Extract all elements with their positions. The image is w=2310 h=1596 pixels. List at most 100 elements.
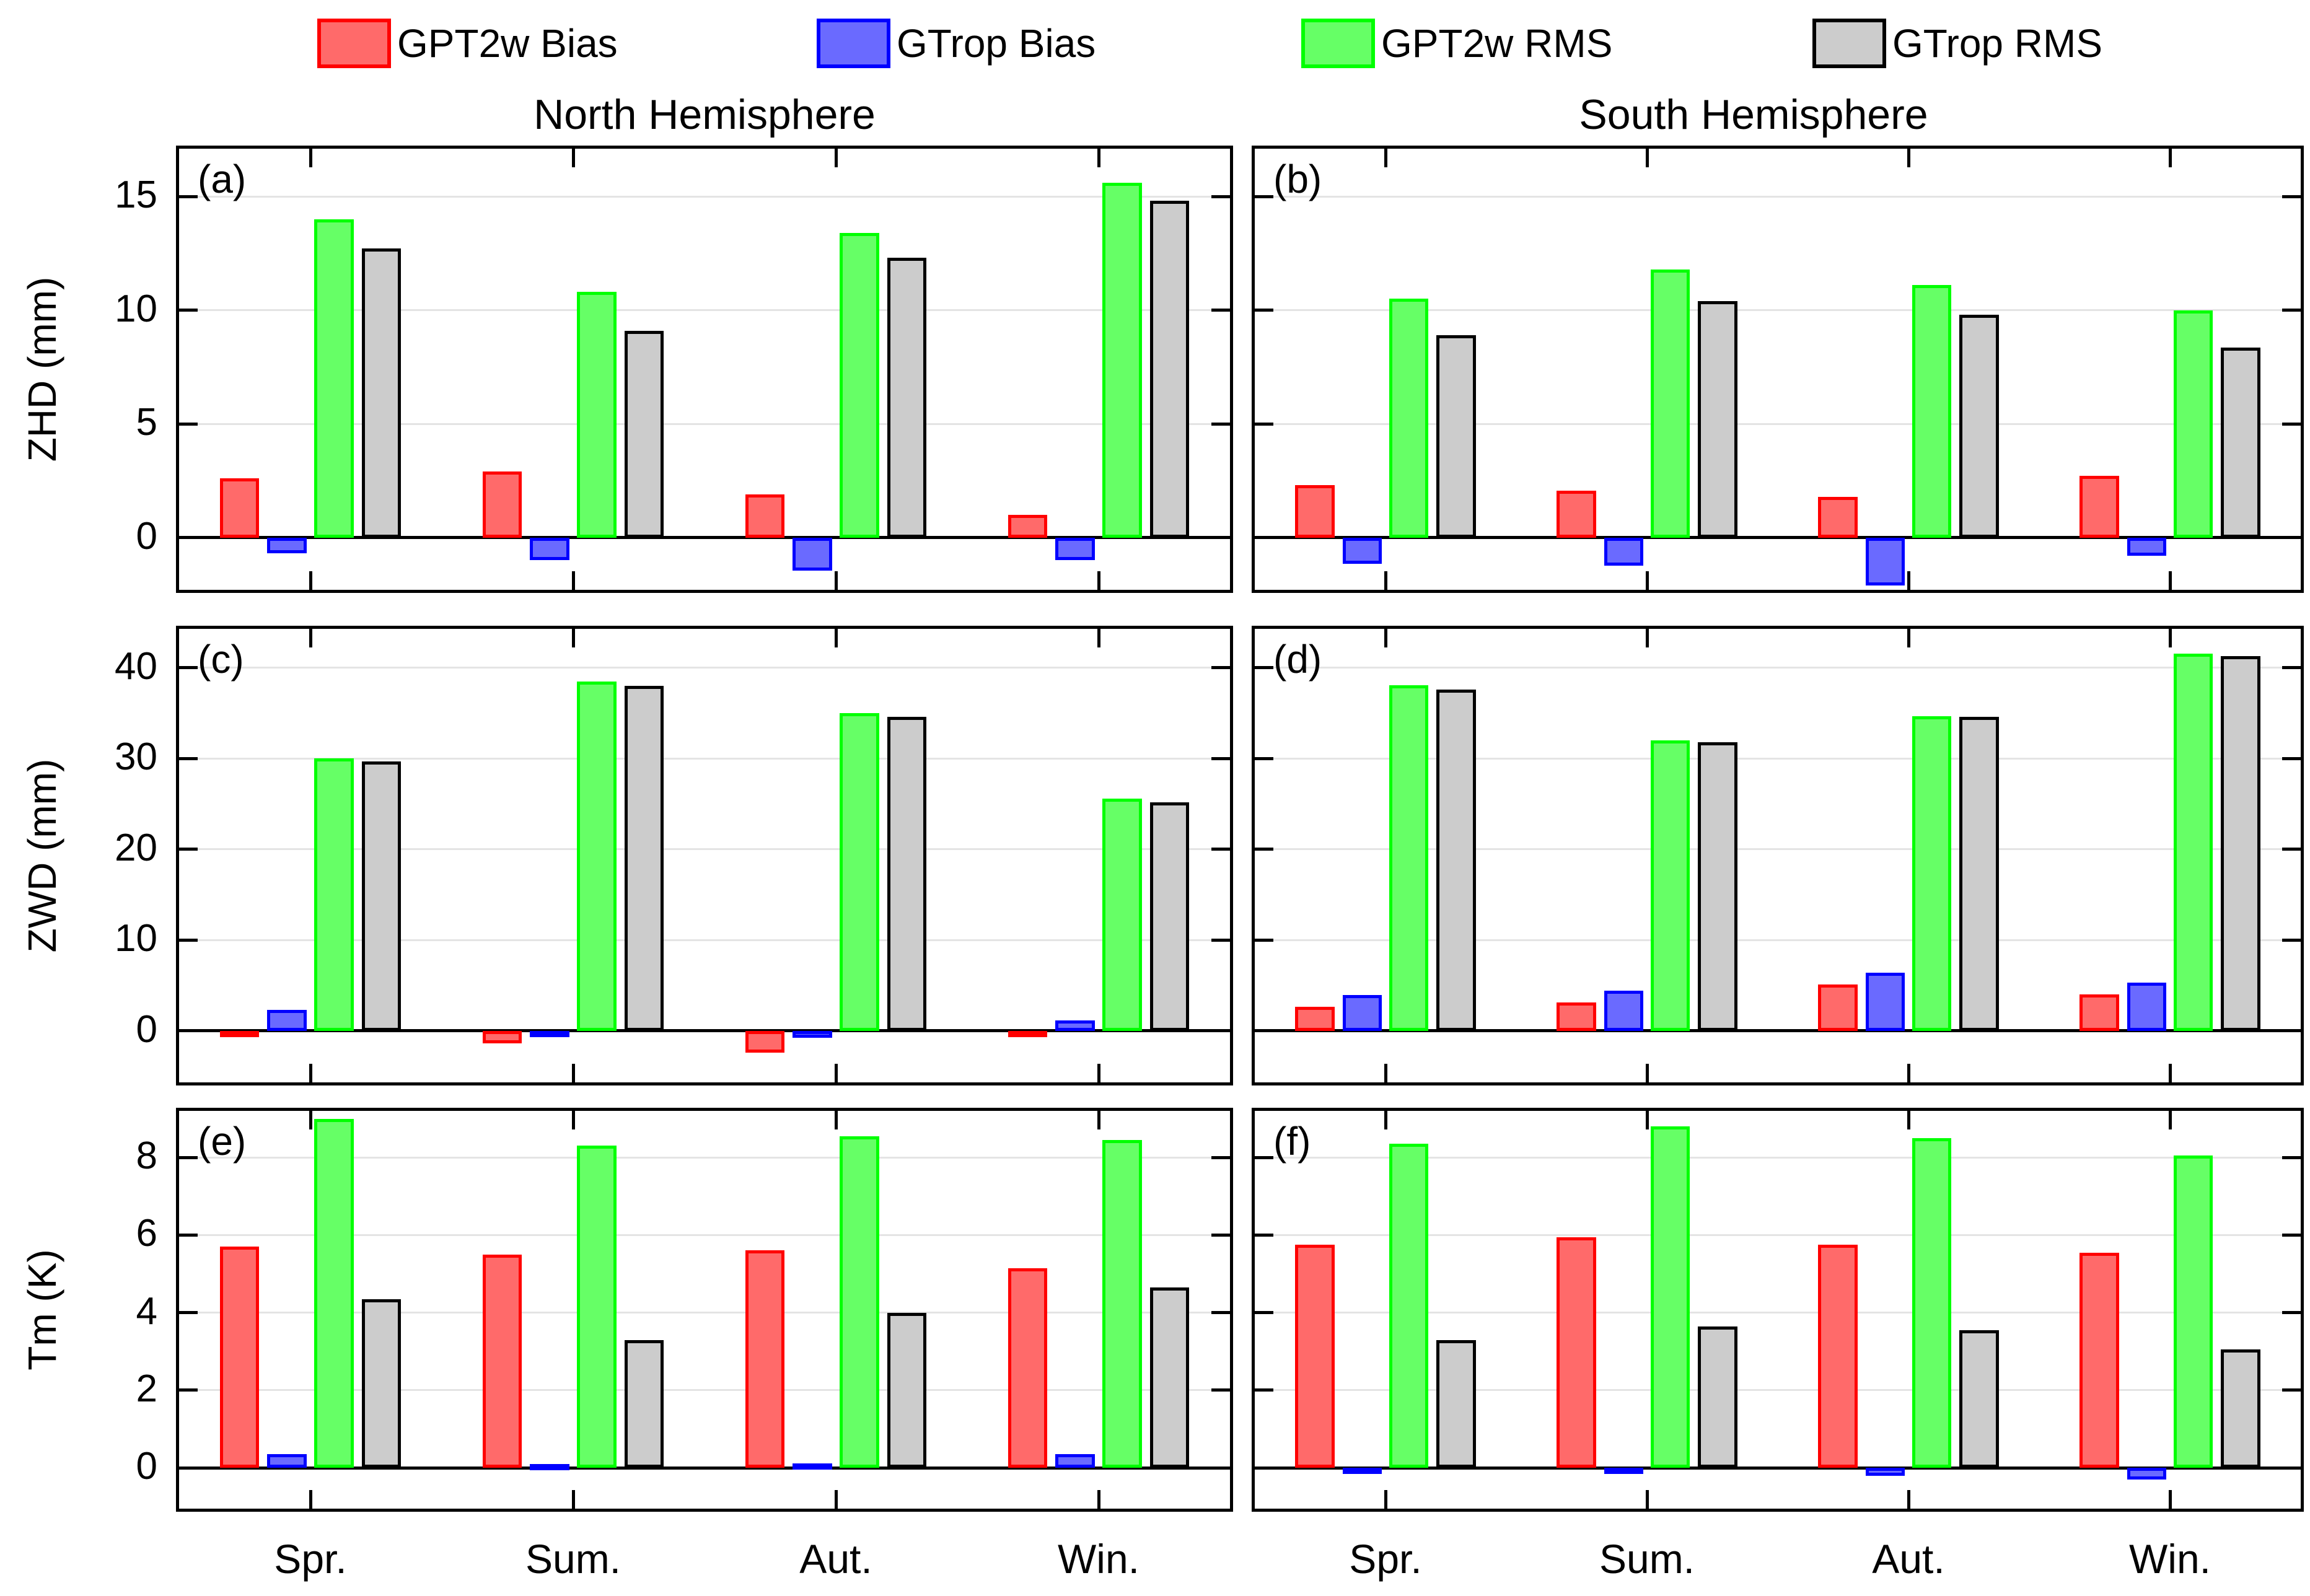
xtick-top-Win. [2168, 1111, 2172, 1129]
ytick-right-4 [2282, 1311, 2301, 1315]
ytick-label-30: 30 [115, 735, 157, 779]
bar-gpt2w-rms-Spr. [314, 219, 354, 538]
bar-gtrop-rms-Spr. [1436, 690, 1476, 1031]
gridline-y8 [179, 1156, 1230, 1159]
panel-letter: (b) [1273, 157, 1322, 201]
gridline-y15 [1255, 195, 2301, 198]
legend-label: GTrop RMS [1892, 21, 2102, 66]
xtick-top-Spr. [309, 1111, 312, 1129]
ytick-right-2 [2282, 1388, 2301, 1392]
xtick-bottom-Win. [1097, 571, 1100, 590]
bar-gtrop-rms-Sum. [1698, 742, 1737, 1031]
gridline-y20 [1255, 848, 2301, 851]
north-hemisphere-title: North Hemisphere [534, 91, 876, 138]
bar-gpt2w-rms-Spr. [1389, 299, 1429, 538]
ytick-left-2 [179, 1388, 198, 1392]
xtick-top-Spr. [309, 629, 312, 647]
gpt2w-bias-swatch [317, 19, 391, 68]
xtick-top-Sum. [1645, 629, 1649, 647]
panel-zhd-north: (a) [176, 146, 1233, 593]
ytick-right-15 [2282, 195, 2301, 198]
ytick-left-20 [1255, 848, 1273, 851]
bar-gpt2w-rms-Aut. [840, 232, 879, 538]
bar-gpt2w-rms-Sum. [577, 292, 617, 538]
bar-gpt2w-bias-Aut. [745, 494, 785, 538]
bar-gtrop-rms-Win. [2221, 656, 2260, 1031]
bar-gpt2w-bias-Sum. [1557, 491, 1596, 538]
bar-gpt2w-rms-Sum. [1650, 269, 1690, 538]
xtick-bottom-Sum. [1645, 1064, 1649, 1082]
bar-gtrop-rms-Sum. [624, 330, 664, 538]
bar-gpt2w-bias-Win. [1008, 514, 1048, 538]
xtick-bottom-Aut. [1907, 1064, 1910, 1082]
gridline-y2 [179, 1389, 1230, 1392]
bar-gtrop-rms-Sum. [1698, 300, 1737, 538]
bar-gpt2w-bias-Win. [2079, 1252, 2119, 1468]
xtick-bottom-Spr. [1384, 1490, 1387, 1509]
ytick-right-20 [2282, 848, 2301, 851]
bar-gpt2w-rms-Win. [1102, 798, 1142, 1031]
xtick-top-Sum. [571, 1111, 575, 1129]
ytick-label-40: 40 [115, 644, 157, 688]
zero-line [179, 536, 1230, 540]
xtick-bottom-Sum. [571, 571, 575, 590]
ytick-right-4 [1211, 1311, 1230, 1315]
xtick-bottom-Win. [2168, 1064, 2172, 1082]
bar-gtrop-bias-Sum. [1604, 991, 1643, 1031]
xtick-bottom-Spr. [309, 1490, 312, 1509]
xcategory-label-Sum: Sum. [525, 1536, 621, 1582]
bar-gtrop-rms-Win. [1149, 1287, 1190, 1468]
ytick-label-4: 4 [136, 1289, 157, 1333]
gridline-y5 [1255, 423, 2301, 425]
panel-tm-north: (e) [176, 1108, 1233, 1512]
ytick-label-15: 15 [115, 173, 157, 217]
bar-gpt2w-bias-Win. [1008, 1030, 1048, 1037]
gridline-y4 [179, 1312, 1230, 1314]
bar-gtrop-rms-Spr. [1436, 335, 1476, 538]
xcategory-label-Aut: Aut. [799, 1536, 872, 1582]
bar-gpt2w-rms-Aut. [1912, 716, 1952, 1031]
ytick-right-30 [1211, 756, 1230, 760]
xtick-bottom-Sum. [571, 1490, 575, 1509]
gridline-y40 [1255, 667, 2301, 669]
ytick-left-10 [179, 309, 198, 312]
panel-letter: (d) [1273, 637, 1322, 682]
bar-gtrop-rms-Spr. [361, 761, 402, 1031]
bar-gtrop-bias-Aut. [793, 1030, 832, 1038]
bar-gpt2w-rms-Win. [1102, 1139, 1142, 1468]
bar-gpt2w-bias-Spr. [219, 1030, 260, 1037]
xcategory-label-Aut: Aut. [1872, 1536, 1945, 1582]
ytick-left-30 [179, 756, 198, 760]
bar-gpt2w-bias-Sum. [482, 1254, 522, 1468]
gridline-y8 [1255, 1156, 2301, 1159]
bar-gtrop-bias-Sum. [530, 1463, 569, 1470]
bar-gtrop-rms-Aut. [887, 717, 927, 1031]
panel-letter: (c) [198, 637, 244, 682]
ytick-left-10 [1255, 309, 1273, 312]
bar-gtrop-rms-Win. [2221, 1349, 2260, 1468]
bar-gtrop-bias-Spr. [267, 1454, 307, 1468]
bar-gtrop-rms-Sum. [624, 1340, 664, 1468]
gridline-y15 [179, 195, 1230, 198]
ytick-right-6 [2282, 1233, 2301, 1237]
xtick-top-Aut. [1907, 149, 1910, 167]
xtick-top-Aut. [834, 629, 838, 647]
bar-gpt2w-rms-Win. [2173, 1155, 2213, 1468]
bar-gpt2w-bias-Aut. [745, 1250, 785, 1468]
ytick-right-8 [1211, 1155, 1230, 1159]
gpt2w-rms-swatch [1301, 19, 1375, 68]
xtick-top-Aut. [834, 149, 838, 167]
panel-zwd-south: (d) [1252, 626, 2304, 1085]
bar-gtrop-bias-Aut. [1865, 1468, 1905, 1476]
xtick-top-Win. [2168, 149, 2172, 167]
ytick-label-10: 10 [115, 287, 157, 330]
xtick-bottom-Aut. [834, 1490, 838, 1509]
ytick-left-15 [1255, 195, 1273, 198]
ytick-left-10 [179, 938, 198, 942]
bar-gpt2w-rms-Sum. [577, 1146, 617, 1468]
zero-line [1255, 1466, 2301, 1470]
bar-gtrop-bias-Win. [1055, 537, 1095, 561]
bar-gtrop-rms-Sum. [624, 686, 664, 1031]
bar-gtrop-bias-Win. [2127, 537, 2166, 556]
